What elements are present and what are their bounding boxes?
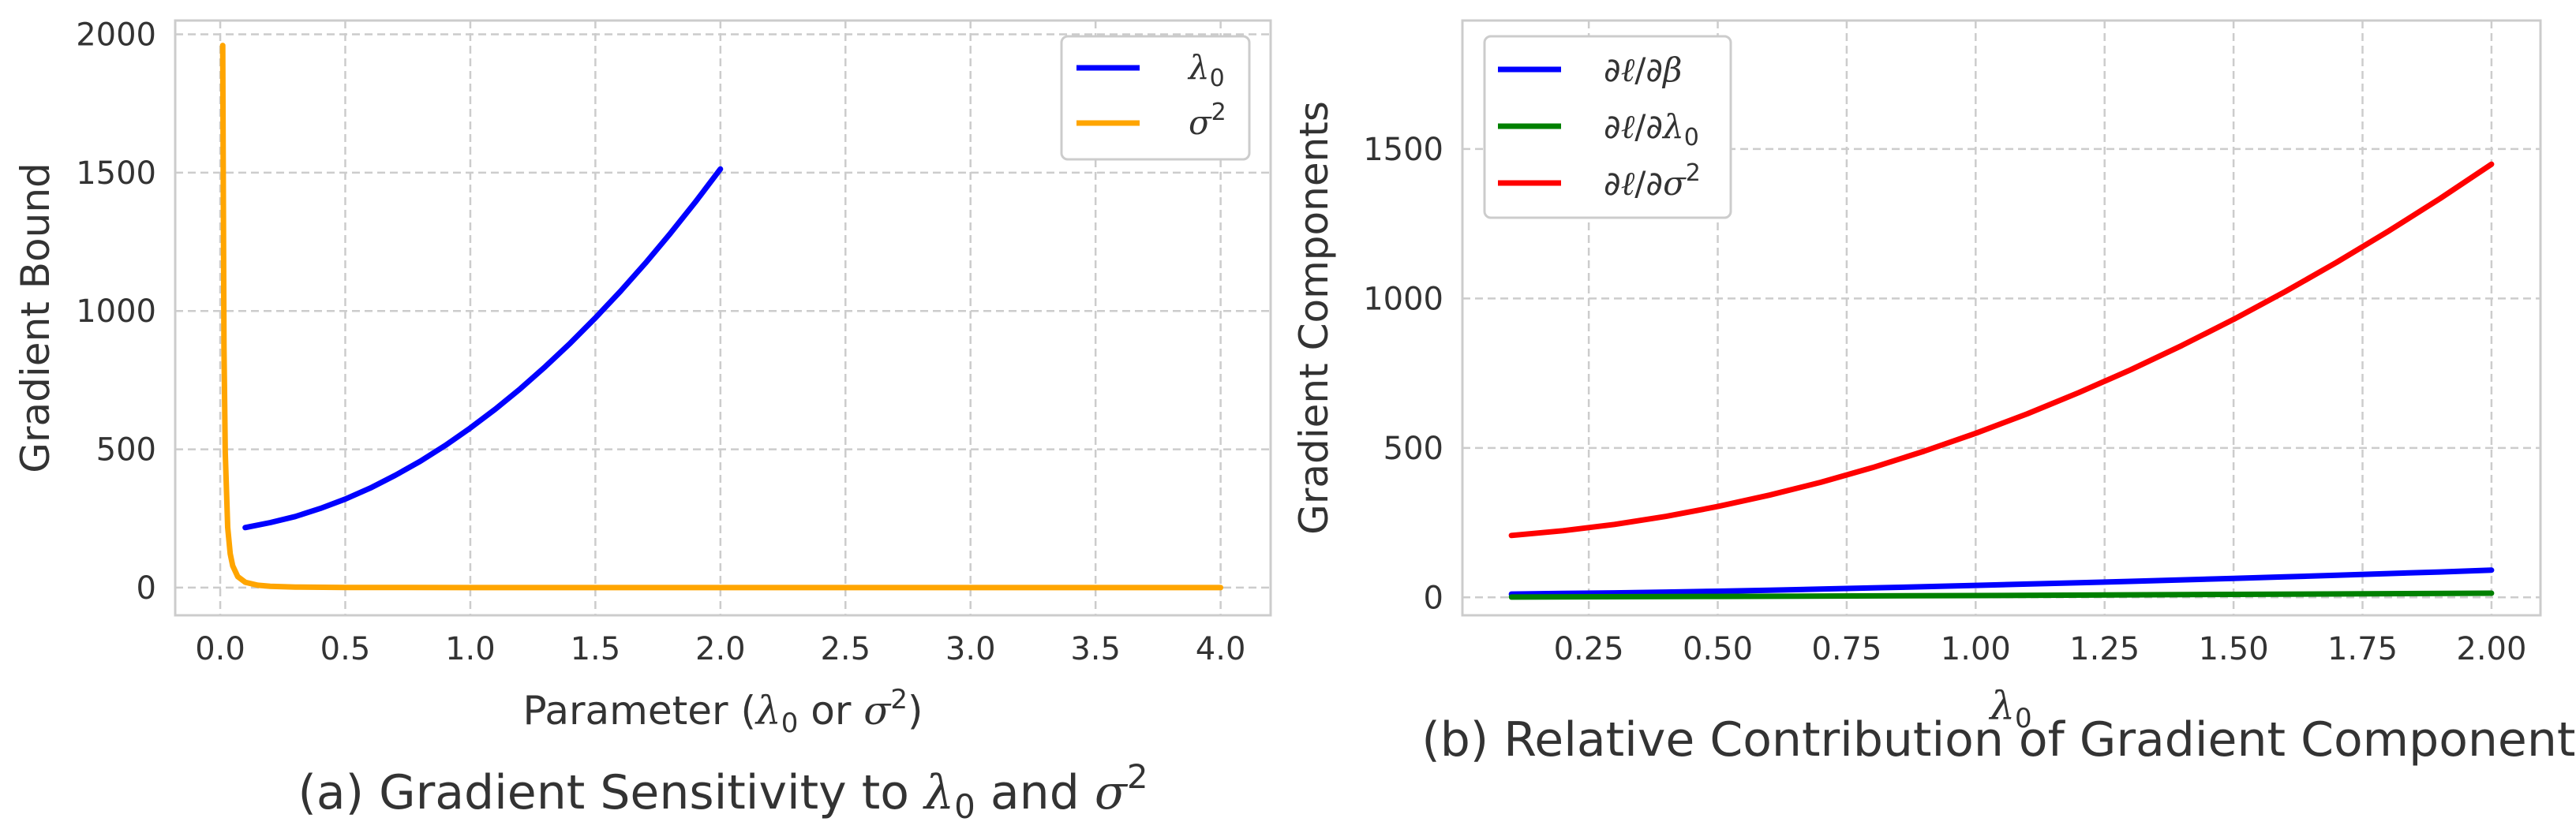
panel-b-legend: ∂ℓ/∂β ∂ℓ/∂λ0 ∂ℓ/∂σ2 xyxy=(1483,35,1732,219)
panel-a-x-tick-label: 3.0 xyxy=(945,631,996,667)
panel-b-x-tick-label: 1.75 xyxy=(2327,631,2398,667)
panel-b: 0.25 0.50 0.75 1.00 1.25 1.50 1.75 2.00 0 500 100… xyxy=(1291,19,2576,768)
panel-a-x-ticks: 0.0 0.5 1.0 1.5 2.0 2.5 3.0 3.5 4.0 xyxy=(195,631,1245,667)
legend-label-dl-dlambda0: ∂ℓ/∂λ0 xyxy=(1604,107,1699,151)
panel-b-x-tick-label: 2.00 xyxy=(2456,631,2526,667)
panel-a-series xyxy=(219,43,1224,591)
panel-b-x-tick-label: 1.50 xyxy=(2199,631,2269,667)
panel-a-x-tick-label: 1.0 xyxy=(445,631,496,667)
panel-a-series-line-0 xyxy=(242,166,724,531)
panel-a-series-line-1 xyxy=(219,43,1224,591)
panel-b-y-tick-label: 1500 xyxy=(1363,132,1443,168)
legend-label-lambda0: λ0 xyxy=(1187,48,1225,92)
panel-a-x-axis-label: Parameter (λ0 or σ2) xyxy=(522,684,923,739)
panel-b-x-tick-label: 1.00 xyxy=(1941,631,2011,667)
panel-b-x-axis-label: λ0 xyxy=(1988,683,2031,734)
panel-a-x-tick-label: 0.5 xyxy=(320,631,371,667)
panel-b-series xyxy=(1508,161,2495,600)
panel-a-x-tick-label: 4.0 xyxy=(1196,631,1246,667)
panel-b-x-ticks: 0.25 0.50 0.75 1.00 1.25 1.50 1.75 2.00 xyxy=(1554,631,2527,667)
legend-label-dl-dbeta: ∂ℓ/∂β xyxy=(1604,50,1682,89)
panel-a-x-tick-label: 2.5 xyxy=(820,631,871,667)
panel-a-x-tick-label: 0.0 xyxy=(195,631,245,667)
panel-a-y-tick-label: 0 xyxy=(137,570,156,607)
panel-b-legend-box xyxy=(1483,35,1732,219)
panel-b-y-tick-label: 500 xyxy=(1383,431,1443,467)
panel-b-series-line-1 xyxy=(1508,590,2495,600)
panel-b-y-tick-label: 1000 xyxy=(1363,281,1443,317)
panel-a-x-tick-label: 3.5 xyxy=(1070,631,1121,667)
panel-a-x-tick-label: 1.5 xyxy=(571,631,621,667)
panel-b-series-line-2 xyxy=(1508,161,2495,539)
panel-b-x-tick-label: 0.25 xyxy=(1554,631,1624,667)
panel-a-caption: (a) Gradient Sensitivity to λ0 and σ2 xyxy=(298,757,1148,826)
panel-b-caption: (b) Relative Contribution of Gradient Co… xyxy=(1421,712,2576,768)
panel-a: 0.0 0.5 1.0 1.5 2.0 2.5 3.0 3.5 4.0 0 500 1000 1500… xyxy=(13,17,1272,826)
panel-a-y-tick-label: 1500 xyxy=(76,155,156,192)
legend-label-dl-dsigma2: ∂ℓ/∂σ2 xyxy=(1604,159,1701,203)
panel-a-y-tick-label: 2000 xyxy=(76,17,156,54)
panel-b-x-tick-label: 0.75 xyxy=(1811,631,1881,667)
panel-b-series-line-0 xyxy=(1508,567,2495,597)
panel-a-y-tick-label: 500 xyxy=(96,432,156,469)
panel-a-legend: λ0 σ2 xyxy=(1060,35,1251,161)
panel-b-x-tick-label: 0.50 xyxy=(1683,631,1753,667)
panel-b-x-tick-label: 1.25 xyxy=(2069,631,2140,667)
panel-b-y-axis-label: Gradient Components xyxy=(1291,101,1337,535)
panel-b-y-tick-label: 0 xyxy=(1424,580,1443,616)
panel-b-y-ticks: 0 500 1000 1500 xyxy=(1363,132,1443,616)
panel-a-x-tick-label: 2.0 xyxy=(695,631,746,667)
panel-a-y-axis-label: Gradient Bound xyxy=(13,162,58,473)
legend-label-sigma2: σ2 xyxy=(1189,99,1226,142)
panel-a-y-ticks: 0 500 1000 1500 2000 xyxy=(76,17,156,607)
panel-a-legend-box xyxy=(1060,35,1251,161)
panel-a-y-tick-label: 1000 xyxy=(76,293,156,330)
